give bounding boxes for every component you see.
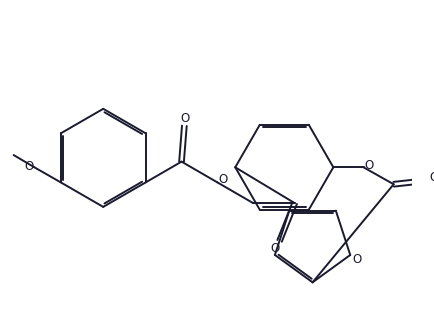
- Text: O: O: [218, 173, 227, 186]
- Text: O: O: [429, 171, 434, 184]
- Text: O: O: [270, 242, 279, 255]
- Text: O: O: [180, 112, 190, 125]
- Text: O: O: [24, 160, 33, 173]
- Text: O: O: [364, 159, 373, 172]
- Text: O: O: [352, 253, 361, 266]
